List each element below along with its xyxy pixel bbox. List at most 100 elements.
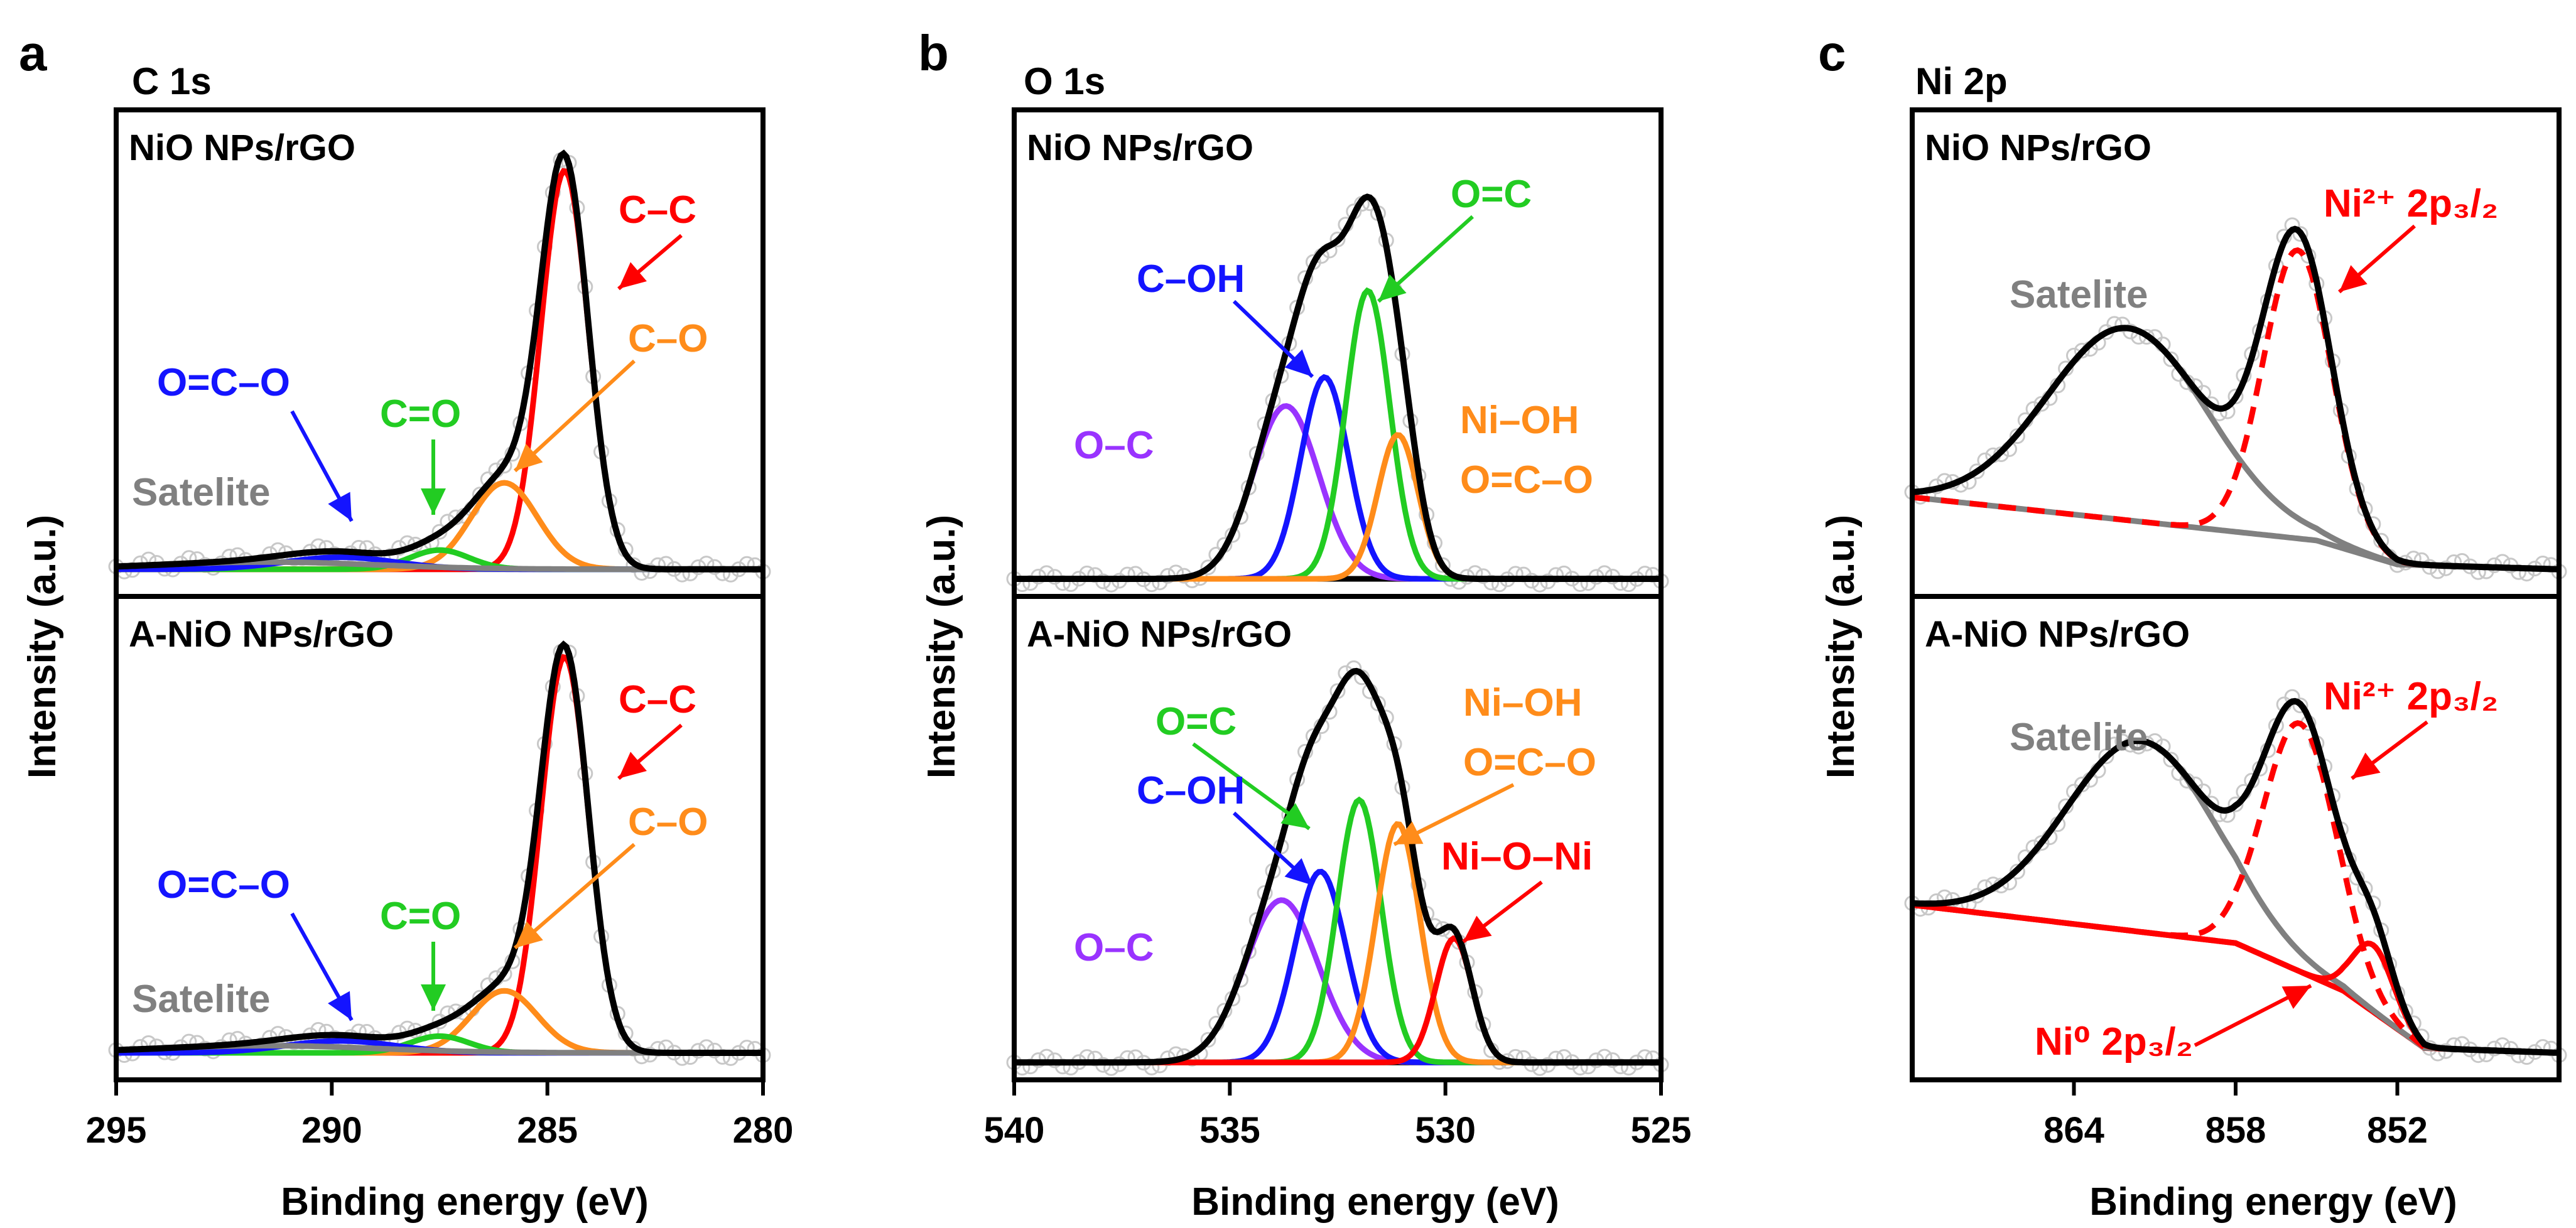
exp-point-2-1-144	[2292, 697, 2308, 714]
panel-b-title: O 1s	[1024, 60, 1105, 102]
a-top-c-o-double-label: C=O	[380, 392, 461, 436]
arrow-head-8	[1378, 274, 1407, 301]
c-bot-ni0-label: Ni⁰ 2p₃/₂	[2035, 1020, 2193, 1064]
arrow-head-6	[328, 991, 352, 1020]
peak-ni-2p3-2-2-0-1	[1912, 247, 2560, 573]
envelope-line-0-1	[116, 640, 763, 1056]
exp-point-1-0-72	[1200, 559, 1216, 576]
c-top-ni2-label: Ni²⁺ 2p₃/₂	[2324, 182, 2498, 225]
a-bot-co-label: C–O	[628, 800, 708, 844]
peak-ni-2p3-2-2-1-1	[1912, 720, 2560, 1056]
exp-point-2-0-39	[2009, 428, 2025, 444]
exp-point-2-0-96	[2163, 351, 2179, 367]
arrow-head-7	[421, 984, 446, 1011]
panel-a-letter: a	[19, 25, 47, 81]
envelope-line-1-0	[1014, 193, 1661, 582]
panel-b-top-label: NiO NPs/rGO	[1027, 127, 1253, 168]
xtick-label-1-0: 540	[984, 1110, 1045, 1151]
peak-o-c-1-1-0	[1014, 897, 1661, 1065]
c-bot-satelite-label: Satelite	[2010, 716, 2148, 759]
exp-point-2-0-63	[2074, 343, 2090, 358]
exp-point-2-0-144	[2292, 226, 2308, 242]
panel-c-bottom-label: A-NiO NPs/rGO	[1925, 614, 2190, 655]
xtick-label-2-0: 864	[2043, 1110, 2104, 1151]
arrow-head-9	[1284, 349, 1312, 377]
b-bot-nioh-label: Ni–OH	[1463, 681, 1582, 724]
b-bot-oco-label: O=C–O	[1463, 741, 1596, 784]
xtick-label-0-0: 295	[86, 1110, 147, 1151]
exp-point-2-0-48	[2033, 396, 2050, 412]
arrow-head-12	[1394, 821, 1424, 844]
xtick-label-2-1: 858	[2205, 1110, 2266, 1151]
panel-a-xlabel: Binding energy (eV)	[281, 1180, 649, 1224]
arrow-head-2	[328, 492, 352, 521]
b-top-oc-double-label: O=C	[1451, 173, 1532, 216]
a-top-oco-label: O=C–O	[157, 361, 290, 404]
a-top-cc-label: C–C	[619, 188, 696, 232]
plots-layer: 295 290 285 280 540 535 530 525 864 858 852	[86, 149, 2567, 1151]
arrow-head-14	[2339, 265, 2368, 292]
envelope-line-0-0	[116, 149, 763, 573]
b-top-oco-label: O=C–O	[1460, 458, 1593, 502]
arrow-head-5	[515, 921, 543, 948]
arrow-head-11	[1284, 858, 1312, 885]
a-bot-oco-label: O=C–O	[157, 863, 290, 907]
panel-a-title: C 1s	[132, 60, 212, 102]
xtick-label-0-3: 280	[733, 1110, 794, 1151]
a-bot-c-o-double-label: C=O	[380, 895, 461, 938]
exp-point-1-0-159	[1434, 557, 1451, 573]
panel-b-ylabel: Intensity (a.u.)	[920, 515, 963, 778]
b-top-nioh-label: Ni–OH	[1460, 399, 1579, 442]
b-bot-nion-label: Ni–O–Ni	[1441, 835, 1593, 878]
c-top-satelite-label: Satelite	[2010, 273, 2148, 316]
panel-c-letter: c	[1818, 25, 1846, 81]
a-top-co-label: C–O	[628, 317, 708, 360]
panel-a-bottom-label: A-NiO NPs/rGO	[129, 614, 394, 655]
background-line-2-1	[1912, 902, 2560, 1056]
a-bot-cc-label: C–C	[619, 678, 696, 721]
panel-c-xlabel: Binding energy (eV)	[2089, 1180, 2457, 1224]
xtick-label-1-1: 535	[1199, 1110, 1260, 1151]
exp-point-2-1-96	[2163, 751, 2179, 768]
xtick-label-0-2: 285	[517, 1110, 578, 1151]
peak-satelite-2-1-0	[1912, 738, 2560, 1056]
panel-b-bottom-label: A-NiO NPs/rGO	[1027, 614, 1292, 655]
peak-ni-2p3-2-2-1-2	[1912, 902, 2560, 1056]
panel-a-ylabel: Intensity (a.u.)	[21, 515, 64, 778]
exp-point-2-1-39	[2009, 863, 2025, 880]
xtick-label-1-3: 525	[1631, 1110, 1692, 1151]
xtick-label-0-1: 290	[301, 1110, 362, 1151]
exp-point-2-1-48	[2033, 835, 2050, 851]
panel-c-ylabel: Intensity (a.u.)	[1819, 515, 1863, 778]
panel-a-top-label: NiO NPs/rGO	[129, 127, 355, 168]
c-bot-ni2-label: Ni²⁺ 2p₃/₂	[2324, 675, 2498, 718]
envelope-line-1-1	[1014, 667, 1661, 1066]
a-top-satelite-label: Satelite	[132, 471, 271, 514]
exp-point-1-0-120	[1329, 231, 1346, 247]
exp-point-2-1-72	[2098, 748, 2114, 765]
exp-point-2-0-120	[2227, 389, 2244, 404]
envelope-line-2-1	[1912, 697, 2560, 1056]
panel-b-xlabel: Binding energy (eV)	[1191, 1180, 1559, 1224]
exp-point-2-1-120	[2227, 796, 2244, 812]
panel-c-title: Ni 2p	[1915, 60, 2008, 102]
b-top-oc-label: O–C	[1074, 424, 1154, 467]
xtick-label-2-2: 852	[2367, 1110, 2428, 1151]
exp-point-1-1-72	[1200, 1031, 1216, 1048]
xtick-label-1-2: 530	[1415, 1110, 1476, 1151]
arrow-head-16	[2281, 986, 2311, 1009]
panel-c-top-label: NiO NPs/rGO	[1925, 127, 2151, 168]
arrow-head-15	[2352, 752, 2381, 778]
exp-point-1-0-177	[1483, 574, 1500, 591]
b-top-coh-label: C–OH	[1137, 257, 1245, 301]
arrow-head-0	[619, 262, 647, 289]
arrow-line-1	[513, 359, 636, 473]
exp-point-2-0-24	[1969, 463, 1985, 480]
arrow-head-13	[1463, 915, 1492, 942]
a-bot-satelite-label: Satelite	[132, 978, 271, 1021]
envelope-line-2-0	[1912, 225, 2560, 573]
b-bot-coh-label: C–OH	[1137, 769, 1245, 812]
exp-point-1-1-126	[1346, 660, 1362, 676]
arrow-head-10	[1280, 803, 1309, 829]
